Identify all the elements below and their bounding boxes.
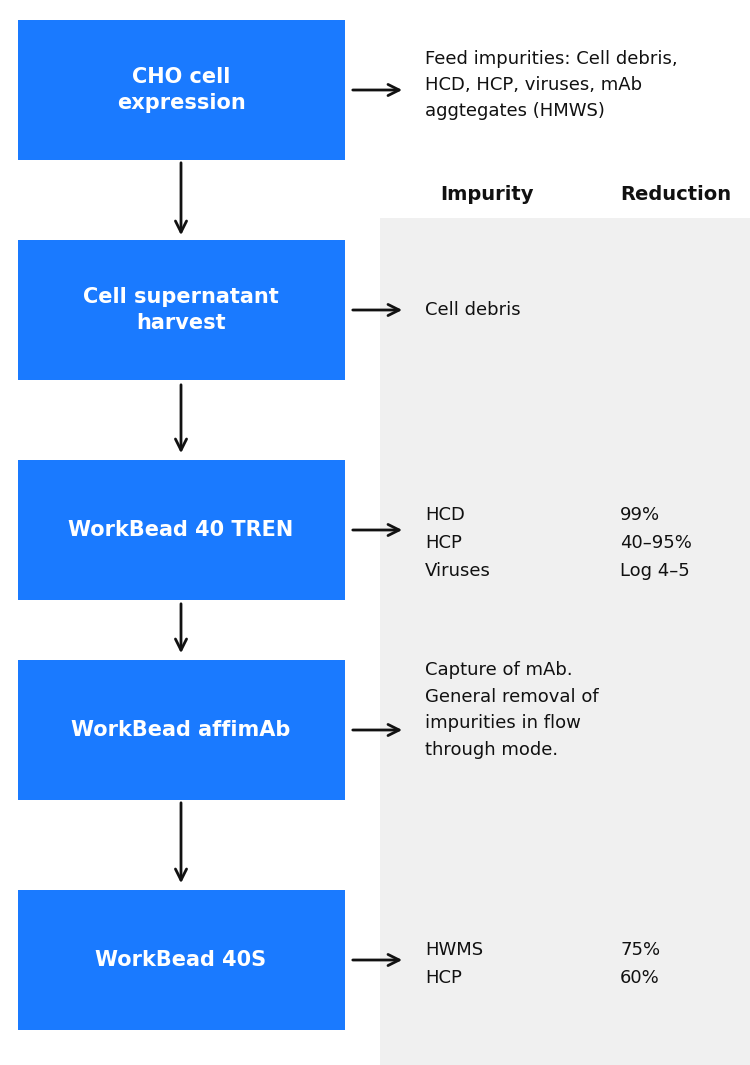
- Text: Reduction: Reduction: [620, 185, 731, 204]
- Text: 99%: 99%: [620, 506, 660, 524]
- Text: HWMS: HWMS: [425, 941, 483, 958]
- Text: WorkBead 40 TREN: WorkBead 40 TREN: [68, 520, 294, 540]
- Bar: [18, 240, 345, 380]
- Text: HCP: HCP: [425, 534, 462, 552]
- Bar: [18, 890, 345, 1030]
- Text: Feed impurities: Cell debris,
HCD, HCP, viruses, mAb
aggtegates (HMWS): Feed impurities: Cell debris, HCD, HCP, …: [425, 50, 678, 120]
- Text: 75%: 75%: [620, 941, 660, 958]
- Text: HCP: HCP: [425, 969, 462, 987]
- Bar: [18, 660, 345, 800]
- Text: HCD: HCD: [425, 506, 465, 524]
- Text: 60%: 60%: [620, 969, 660, 987]
- Text: 40–95%: 40–95%: [620, 534, 692, 552]
- Text: WorkBead affimAb: WorkBead affimAb: [71, 720, 291, 740]
- Text: Cell debris: Cell debris: [425, 301, 520, 320]
- Text: Viruses: Viruses: [425, 562, 490, 580]
- Bar: [380, 218, 750, 1065]
- Bar: [18, 460, 345, 600]
- Text: WorkBead 40S: WorkBead 40S: [95, 950, 266, 970]
- Text: Capture of mAb.
General removal of
impurities in flow
through mode.: Capture of mAb. General removal of impur…: [425, 661, 598, 758]
- Text: Impurity: Impurity: [440, 185, 533, 204]
- Text: Log 4–5: Log 4–5: [620, 562, 690, 580]
- Text: CHO cell
expression: CHO cell expression: [117, 67, 245, 113]
- Text: Cell supernatant
harvest: Cell supernatant harvest: [83, 286, 279, 333]
- Bar: [18, 20, 345, 160]
